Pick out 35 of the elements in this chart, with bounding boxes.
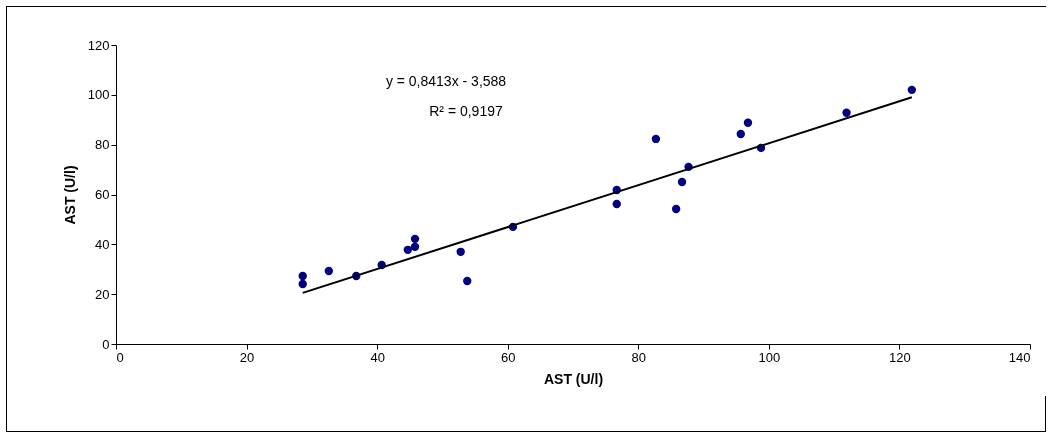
- y-tick-label: 120: [87, 37, 110, 53]
- point: [324, 266, 334, 276]
- y-tick-label: 0: [102, 336, 110, 352]
- y-tick-label: 80: [95, 137, 110, 153]
- x-tick-label: 0: [116, 349, 124, 365]
- point: [612, 199, 621, 209]
- point: [410, 234, 420, 244]
- x-tick-label: 60: [500, 349, 516, 365]
- y-tick-label: 60: [95, 187, 110, 202]
- annotation: y = 0,8413x - 3,588: [385, 73, 507, 89]
- x-tick-label: 120: [889, 349, 911, 365]
- annotation: R² = 0,9197: [429, 103, 503, 119]
- x-tick-label: 140: [1008, 349, 1031, 365]
- point: [298, 271, 307, 281]
- y-tick-label: 40: [95, 236, 110, 252]
- point: [651, 134, 661, 144]
- y-tick-label: 20: [95, 286, 110, 302]
- point: [463, 276, 472, 286]
- point: [842, 108, 851, 117]
- x-tick-label: 40: [370, 349, 385, 365]
- point: [677, 177, 687, 187]
- point: [907, 85, 917, 95]
- point: [743, 118, 753, 127]
- point: [456, 247, 465, 256]
- x-axis-title: AST (U/l): [543, 370, 604, 387]
- point: [671, 204, 681, 214]
- point: [403, 245, 413, 254]
- point: [410, 242, 420, 251]
- x-tick-label: 20: [239, 349, 255, 365]
- y-tick-label: 100: [87, 87, 110, 103]
- y-axis-title: AST (U/l): [61, 165, 78, 225]
- x-tick-label: 80: [631, 349, 647, 365]
- x-tick-label: 100: [758, 349, 781, 365]
- point: [298, 279, 307, 289]
- point: [736, 129, 745, 139]
